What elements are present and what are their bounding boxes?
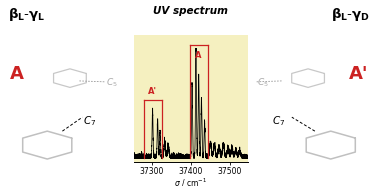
Text: A: A <box>9 65 23 83</box>
Text: A': A' <box>148 87 157 96</box>
Text: $C_5$: $C_5$ <box>106 76 118 89</box>
Text: $\mathbf{\beta_L}$-$\mathbf{\gamma_D}$: $\mathbf{\beta_L}$-$\mathbf{\gamma_D}$ <box>332 6 370 23</box>
Text: A: A <box>195 51 201 60</box>
X-axis label: $\sigma$ / cm$^{-1}$: $\sigma$ / cm$^{-1}$ <box>174 177 208 186</box>
Text: $\mathbf{\beta_L}$-$\mathbf{\gamma_L}$: $\mathbf{\beta_L}$-$\mathbf{\gamma_L}$ <box>8 6 45 23</box>
Text: $C_7$: $C_7$ <box>272 114 285 128</box>
Text: $C_7$: $C_7$ <box>83 114 96 128</box>
Text: A': A' <box>349 65 369 83</box>
Text: $C_5$: $C_5$ <box>257 76 269 89</box>
Text: UV spectrum: UV spectrum <box>153 6 228 16</box>
